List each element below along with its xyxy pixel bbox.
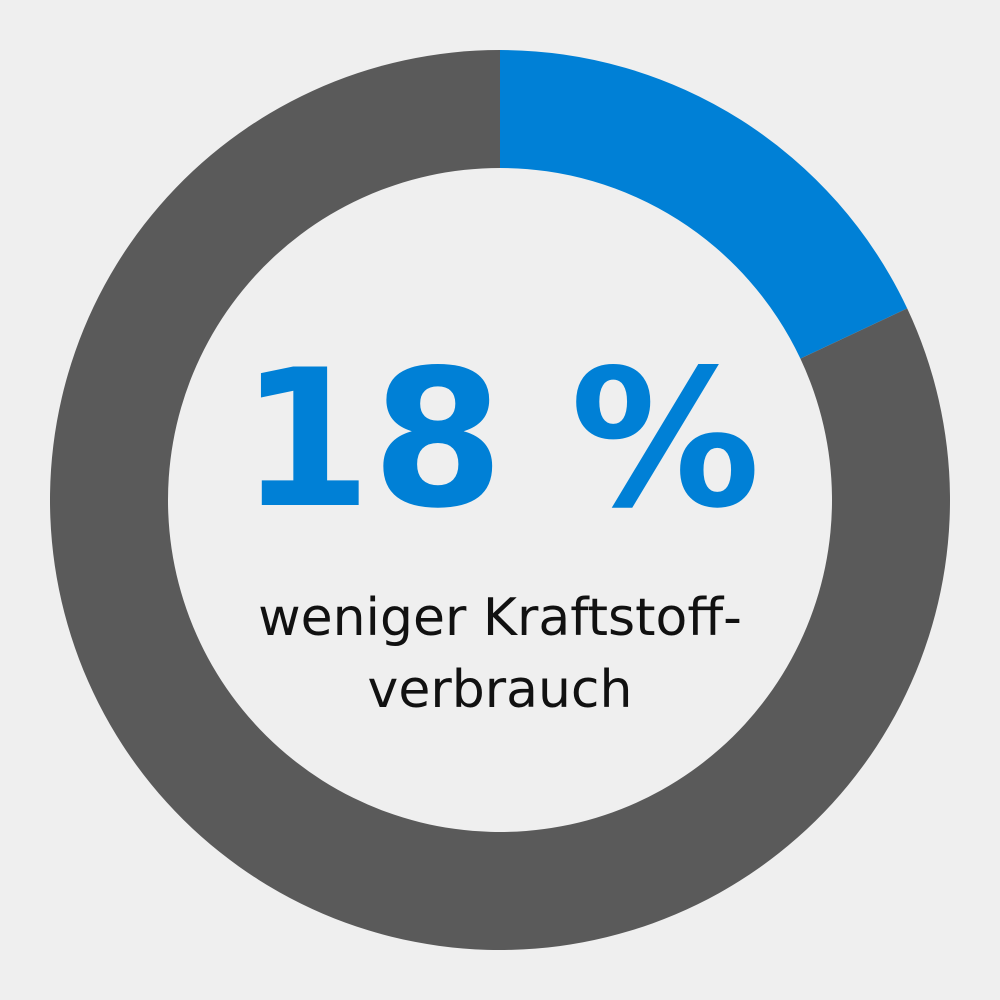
annotation-line: weniger Kraftstoff- (258, 588, 742, 648)
value-label: 18 % (240, 329, 761, 550)
annotation-line: verbrauch (368, 660, 633, 720)
donut-segment (500, 50, 908, 359)
